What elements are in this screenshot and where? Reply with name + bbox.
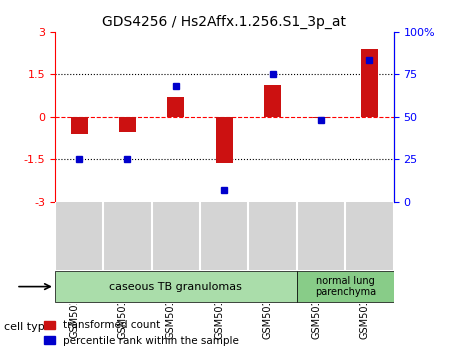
Text: caseous TB granulomas: caseous TB granulomas [109,281,242,292]
Bar [313,116,329,118]
FancyBboxPatch shape [297,271,394,302]
Bar [361,48,378,116]
Bar [119,116,136,132]
Bar [71,116,88,133]
Text: normal lung
parenchyma: normal lung parenchyma [315,276,376,297]
FancyBboxPatch shape [55,271,297,302]
Bar [216,116,233,163]
Title: GDS4256 / Hs2Affx.1.256.S1_3p_at: GDS4256 / Hs2Affx.1.256.S1_3p_at [102,15,346,29]
Legend: transformed count, percentile rank within the sample: transformed count, percentile rank withi… [41,317,242,349]
Bar [264,85,281,116]
Bar [167,97,184,116]
Text: cell type: cell type [4,322,52,332]
